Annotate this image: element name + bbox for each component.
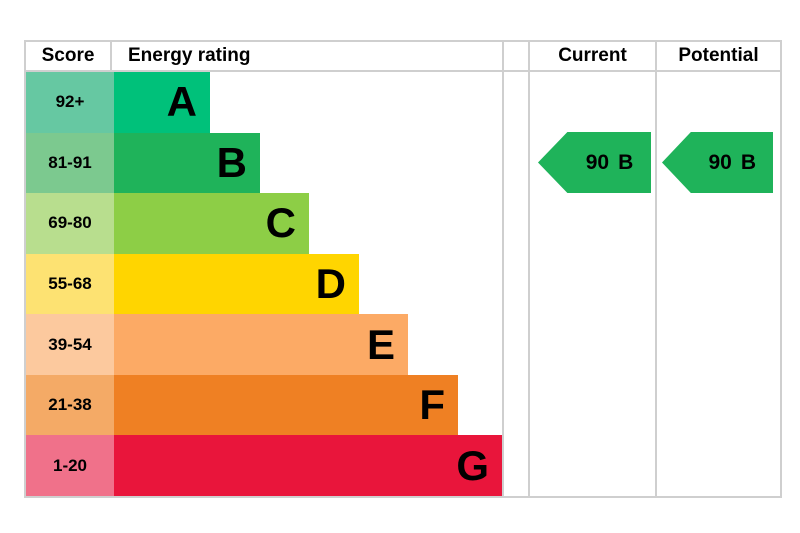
band-bar-e: E	[114, 314, 408, 375]
energy-rating-table: Score Energy rating 92+ A 81-91 B 69-80 C 55-6…	[24, 42, 504, 497]
band-letter-d: D	[315, 260, 346, 308]
score-range-d: 55-68	[26, 253, 114, 315]
band-letter-c: C	[265, 199, 296, 247]
potential-rating-letter: B	[740, 150, 757, 174]
potential-column-body: 90 B	[657, 72, 780, 496]
score-range-e: 39-54	[26, 314, 114, 375]
potential-column: Potential 90 B	[655, 42, 782, 496]
band-rows: 92+ A 81-91 B 69-80 C 55-68 D 39-54 E 21-38 F 1-20 G	[26, 72, 502, 497]
band-row-g: 1-20 G	[26, 435, 502, 497]
band-row-f: 21-38 F	[26, 374, 502, 436]
potential-column-header: Potential	[657, 42, 780, 72]
score-range-f: 21-38	[26, 374, 114, 436]
current-column: Current 90 B	[528, 42, 655, 496]
band-letter-a: A	[166, 78, 197, 126]
band-bar-g: G	[114, 435, 502, 497]
band-bar-a: A	[114, 72, 210, 133]
band-letter-b: B	[216, 138, 247, 186]
current-column-body: 90 B	[530, 72, 655, 496]
band-letter-f: F	[419, 381, 445, 429]
band-row-c: 69-80 C	[26, 193, 502, 254]
current-column-header: Current	[530, 42, 655, 72]
band-letter-e: E	[366, 320, 395, 368]
current-rating-arrow: 90 B	[538, 132, 651, 193]
gutter-header-spacer	[504, 42, 528, 72]
score-range-a: 92+	[26, 72, 114, 133]
score-range-g: 1-20	[26, 435, 114, 497]
score-range-c: 69-80	[26, 193, 114, 254]
table-header-row: Score Energy rating	[26, 42, 502, 72]
current-rating-letter: B	[618, 150, 634, 174]
band-row-e: 39-54 E	[26, 314, 502, 375]
band-row-b: 81-91 B	[26, 132, 502, 194]
score-column-header: Score	[26, 42, 112, 70]
potential-rating-value: 90	[708, 150, 732, 174]
band-letter-g: G	[456, 441, 489, 489]
score-range-b: 81-91	[26, 132, 114, 194]
potential-rating-arrow: 90 B	[662, 132, 773, 193]
band-bar-b: B	[114, 132, 260, 194]
epc-rating-chart: Score Energy rating 92+ A 81-91 B 69-80 C 55-6…	[24, 40, 782, 498]
band-bar-d: D	[114, 253, 359, 315]
column-gutter	[504, 42, 528, 496]
band-row-a: 92+ A	[26, 72, 502, 133]
band-row-d: 55-68 D	[26, 253, 502, 315]
band-bar-f: F	[114, 374, 458, 436]
band-bar-c: C	[114, 193, 309, 254]
energy-rating-column-header: Energy rating	[128, 45, 251, 66]
current-rating-value: 90	[585, 150, 610, 174]
